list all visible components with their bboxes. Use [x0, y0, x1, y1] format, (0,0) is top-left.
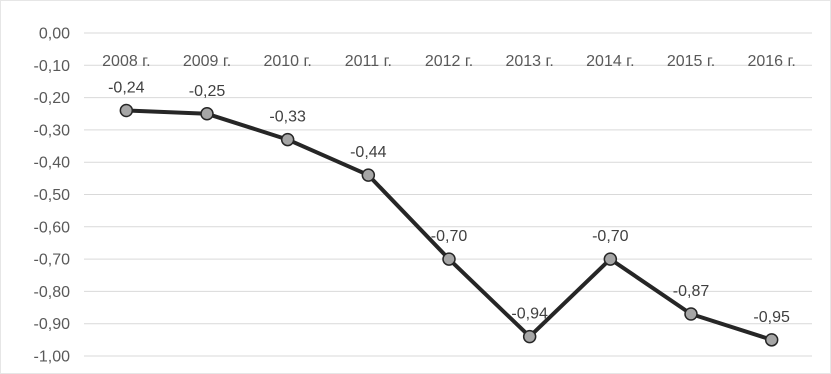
data-label: -0,94 [511, 306, 548, 323]
y-tick-label: -0,90 [34, 316, 71, 333]
data-label: -0,33 [269, 109, 306, 126]
x-tick-label: 2016 г. [747, 53, 795, 70]
data-point [200, 107, 214, 121]
y-tick-label: -0,70 [34, 252, 71, 269]
y-tick-label: -0,30 [34, 122, 71, 139]
data-point [684, 307, 698, 321]
data-point [603, 252, 618, 266]
data-label: -0,24 [108, 80, 145, 97]
data-point [442, 252, 456, 266]
y-axis-tick-labels: 0,00 -0,10 -0,20 -0,30 -0,40 -0,50 -0,60 -0,70 -… [34, 26, 71, 366]
x-tick-label: 2015 г. [667, 53, 715, 70]
gridlines [84, 32, 812, 357]
y-tick-label: -1,00 [34, 349, 71, 366]
data-label: -0,70 [431, 228, 468, 245]
data-labels: -0,24 -0,25 -0,33 -0,44 -0,70 -0,94 -0,70 -0,87… [108, 80, 790, 326]
data-label: -0,44 [350, 144, 387, 161]
y-tick-label: -0,60 [34, 219, 71, 236]
data-point [280, 132, 295, 147]
series-markers [119, 103, 779, 347]
data-point [764, 333, 779, 347]
y-tick-label: -0,50 [34, 187, 71, 204]
data-label: -0,95 [753, 309, 790, 326]
data-label: -0,70 [592, 228, 629, 245]
x-tick-label: 2014 г. [586, 53, 634, 70]
y-tick-label: -0,10 [34, 58, 71, 75]
data-point [361, 168, 376, 182]
y-tick-label: -0,80 [34, 284, 71, 301]
x-tick-label: 2012 г. [425, 53, 473, 70]
x-tick-label: 2011 г. [345, 53, 392, 70]
data-label: -0,25 [189, 83, 226, 100]
y-tick-label: -0,40 [34, 155, 71, 172]
y-tick-label: -0,20 [34, 90, 71, 107]
series-line-group [124, 108, 774, 342]
x-axis-tick-labels: 2008 г. 2009 г. 2010 г. 2011 г. 2012 г. 2013 … [102, 53, 796, 70]
x-tick-label: 2008 г. [102, 53, 150, 70]
series-line [124, 108, 774, 342]
x-tick-label: 2009 г. [183, 53, 231, 70]
y-tick-label: 0,00 [39, 26, 70, 43]
data-point [522, 329, 537, 344]
data-point [119, 103, 134, 118]
x-tick-label: 2010 г. [263, 53, 311, 70]
data-label: -0,87 [673, 283, 710, 300]
x-tick-label: 2013 г. [505, 53, 553, 70]
